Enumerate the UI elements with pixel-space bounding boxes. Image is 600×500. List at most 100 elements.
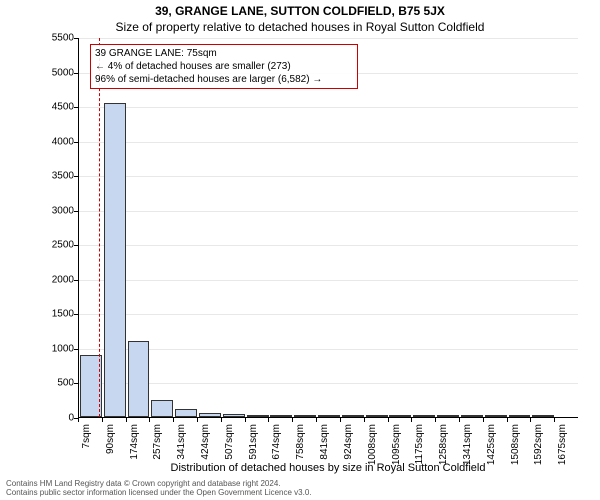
xtick-mark <box>173 418 174 422</box>
ytick-mark <box>74 349 78 350</box>
ytick-mark <box>74 383 78 384</box>
annotation-box: 39 GRANGE LANE: 75sqm← 4% of detached ho… <box>90 44 358 89</box>
histogram-bar <box>413 415 435 417</box>
xtick-label: 1592sqm <box>533 424 544 474</box>
xtick-mark <box>102 418 103 422</box>
xtick-mark <box>459 418 460 422</box>
xtick-mark <box>411 418 412 422</box>
ytick-mark <box>74 142 78 143</box>
histogram-bar <box>104 103 126 417</box>
xtick-mark <box>316 418 317 422</box>
xtick-mark <box>149 418 150 422</box>
ytick-label: 2500 <box>34 240 74 251</box>
ytick-label: 3000 <box>34 205 74 216</box>
gridline <box>79 142 578 143</box>
xtick-mark <box>554 418 555 422</box>
xtick-mark <box>292 418 293 422</box>
gridline <box>79 38 578 39</box>
ytick-label: 5500 <box>34 33 74 44</box>
gridline <box>79 383 578 384</box>
ytick-label: 2000 <box>34 274 74 285</box>
histogram-bar <box>509 415 531 417</box>
ytick-mark <box>74 107 78 108</box>
ytick-label: 4500 <box>34 102 74 113</box>
xtick-label: 841sqm <box>319 424 330 474</box>
xtick-label: 507sqm <box>224 424 235 474</box>
histogram-bar <box>318 415 340 417</box>
xtick-mark <box>483 418 484 422</box>
histogram-bar <box>199 413 221 417</box>
histogram-bar <box>437 415 459 417</box>
histogram-bar <box>270 415 292 417</box>
xtick-label: 924sqm <box>343 424 354 474</box>
footnote: Contains HM Land Registry data © Crown c… <box>6 480 312 498</box>
gridline <box>79 349 578 350</box>
ytick-label: 1000 <box>34 343 74 354</box>
ytick-label: 500 <box>34 378 74 389</box>
histogram-bar <box>247 415 269 417</box>
ytick-label: 1500 <box>34 309 74 320</box>
xtick-mark <box>435 418 436 422</box>
xtick-mark <box>197 418 198 422</box>
xtick-label: 1008sqm <box>367 424 378 474</box>
xtick-mark <box>507 418 508 422</box>
xtick-mark <box>530 418 531 422</box>
property-marker-line <box>99 38 100 417</box>
xtick-label: 90sqm <box>105 424 116 474</box>
xtick-label: 7sqm <box>81 424 92 474</box>
ytick-mark <box>74 245 78 246</box>
histogram-bar <box>461 415 483 417</box>
xtick-label: 174sqm <box>129 424 140 474</box>
ytick-label: 0 <box>34 413 74 424</box>
xtick-label: 1675sqm <box>557 424 568 474</box>
chart-title-sub: Size of property relative to detached ho… <box>0 20 600 34</box>
xtick-label: 1095sqm <box>391 424 402 474</box>
xtick-label: 1258sqm <box>438 424 449 474</box>
chart-container: 39, GRANGE LANE, SUTTON COLDFIELD, B75 5… <box>0 0 600 500</box>
gridline <box>79 176 578 177</box>
histogram-bar <box>294 415 316 417</box>
gridline <box>79 211 578 212</box>
annotation-line1: 39 GRANGE LANE: 75sqm <box>95 47 353 60</box>
histogram-bar <box>151 400 173 417</box>
ytick-label: 4000 <box>34 136 74 147</box>
histogram-bar <box>532 415 554 417</box>
histogram-bar <box>485 415 507 417</box>
ytick-label: 5000 <box>34 67 74 78</box>
footnote-line-2: Contains public sector information licen… <box>6 489 312 498</box>
xtick-mark <box>268 418 269 422</box>
xtick-mark <box>221 418 222 422</box>
histogram-bar <box>366 415 388 417</box>
xtick-label: 591sqm <box>248 424 259 474</box>
xtick-label: 1175sqm <box>414 424 425 474</box>
xtick-label: 1508sqm <box>510 424 521 474</box>
xtick-mark <box>126 418 127 422</box>
ytick-label: 3500 <box>34 171 74 182</box>
histogram-bar <box>128 341 150 417</box>
xtick-label: 341sqm <box>176 424 187 474</box>
gridline <box>79 107 578 108</box>
gridline <box>79 280 578 281</box>
gridline <box>79 245 578 246</box>
histogram-bar <box>223 414 245 417</box>
xtick-mark <box>245 418 246 422</box>
histogram-bar <box>175 409 197 417</box>
xtick-mark <box>340 418 341 422</box>
ytick-mark <box>74 38 78 39</box>
ytick-mark <box>74 280 78 281</box>
ytick-mark <box>74 211 78 212</box>
xtick-mark <box>388 418 389 422</box>
gridline <box>79 314 578 315</box>
annotation-line3: 96% of semi-detached houses are larger (… <box>95 73 353 86</box>
xtick-label: 1425sqm <box>486 424 497 474</box>
ytick-mark <box>74 73 78 74</box>
ytick-mark <box>74 176 78 177</box>
histogram-bar <box>389 415 411 417</box>
xtick-label: 1341sqm <box>462 424 473 474</box>
xtick-label: 758sqm <box>295 424 306 474</box>
xtick-mark <box>364 418 365 422</box>
xtick-mark <box>78 418 79 422</box>
xtick-label: 257sqm <box>152 424 163 474</box>
chart-title-main: 39, GRANGE LANE, SUTTON COLDFIELD, B75 5… <box>0 4 600 18</box>
annotation-line2: ← 4% of detached houses are smaller (273… <box>95 60 353 73</box>
